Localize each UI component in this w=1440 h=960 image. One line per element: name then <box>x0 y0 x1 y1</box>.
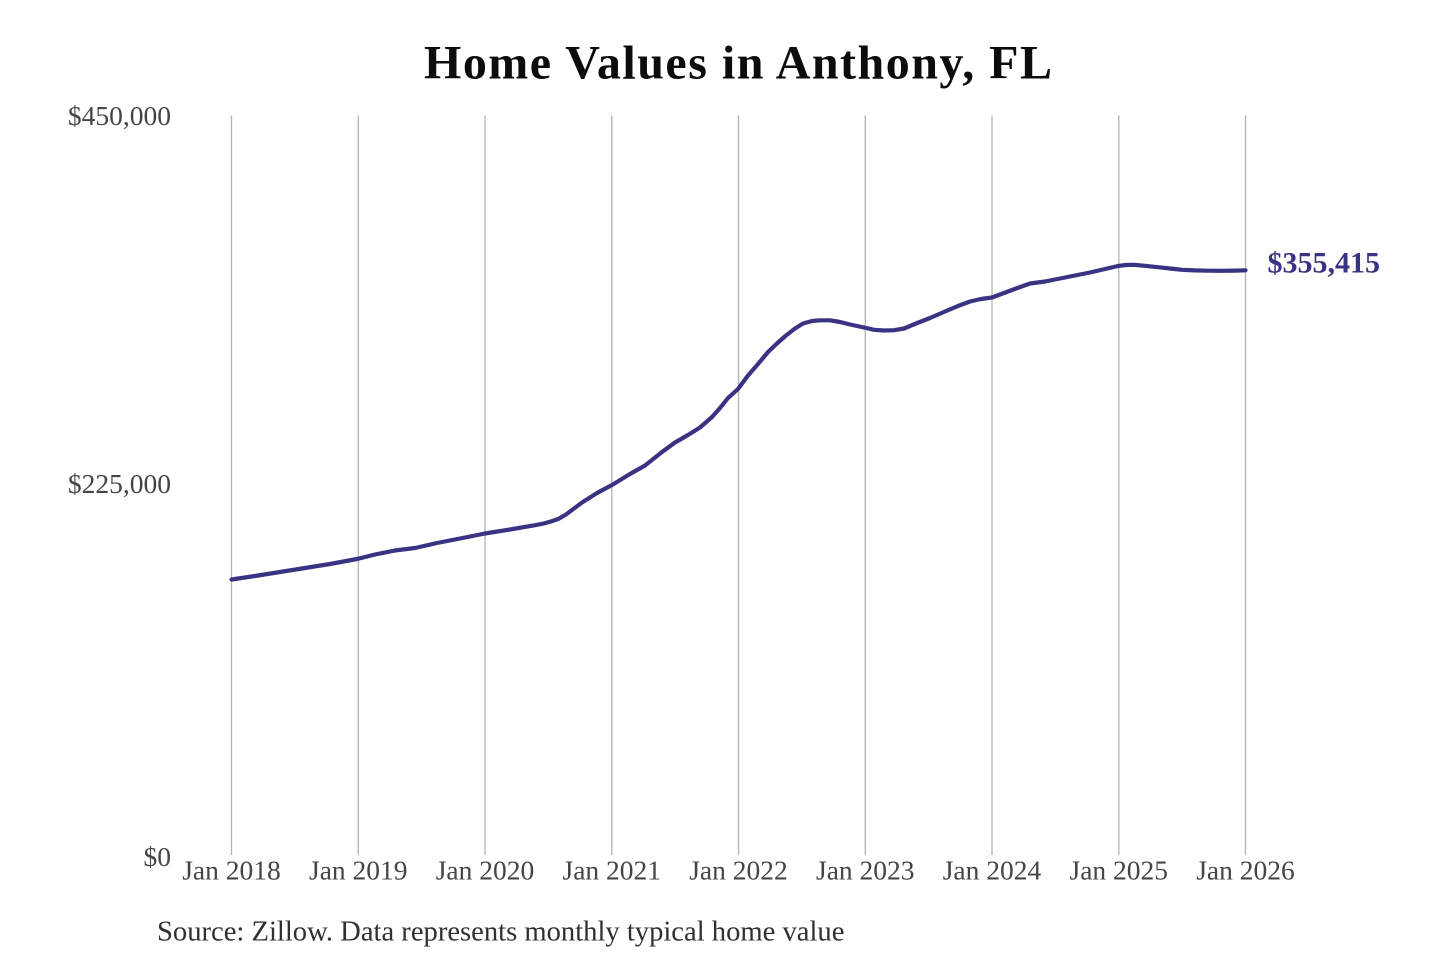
svg-text:Jan 2026: Jan 2026 <box>1196 855 1295 886</box>
svg-text:Jan 2018: Jan 2018 <box>182 855 281 886</box>
svg-text:Jan 2022: Jan 2022 <box>689 855 788 886</box>
svg-text:$0: $0 <box>144 841 172 872</box>
svg-text:Jan 2019: Jan 2019 <box>309 855 408 886</box>
svg-text:$450,000: $450,000 <box>68 100 171 131</box>
svg-text:Jan 2025: Jan 2025 <box>1070 855 1169 886</box>
svg-text:$355,415: $355,415 <box>1268 247 1381 280</box>
svg-text:Home Values in Anthony, FL: Home Values in Anthony, FL <box>424 37 1052 90</box>
svg-text:Jan 2020: Jan 2020 <box>436 855 535 886</box>
svg-text:Jan 2023: Jan 2023 <box>816 855 915 886</box>
svg-text:Jan 2024: Jan 2024 <box>943 855 1042 886</box>
svg-text:Jan 2021: Jan 2021 <box>563 855 662 886</box>
svg-text:$225,000: $225,000 <box>68 468 171 499</box>
svg-text:Source: Zillow. Data represent: Source: Zillow. Data represents monthly … <box>157 917 844 948</box>
